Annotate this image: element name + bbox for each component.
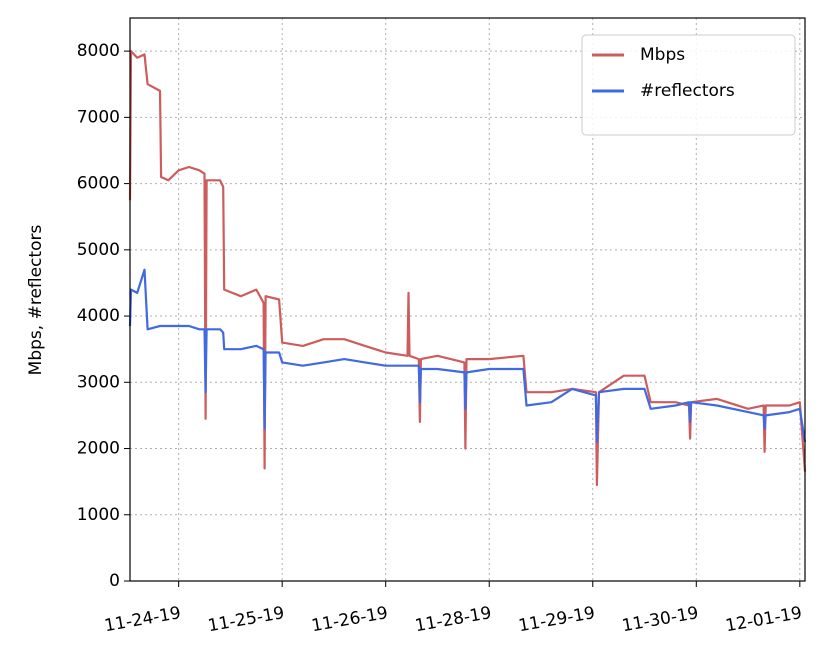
x-tick-label: 12-01-19	[724, 603, 803, 636]
legend-box	[581, 34, 796, 136]
y-tick-label: 8000	[77, 41, 120, 61]
y-tick-label: 2000	[77, 439, 120, 459]
x-tick-label: 11-30-19	[621, 603, 700, 636]
legend-label: #reflectors	[640, 81, 735, 101]
legend: Mbps #reflectors	[581, 34, 796, 136]
x-tick-label: 11-24-19	[103, 603, 182, 636]
y-tick-label: 3000	[77, 372, 120, 392]
y-tick-label: 0	[109, 571, 120, 591]
legend-label: Mbps	[640, 45, 685, 65]
data-line	[128, 268, 807, 443]
y-tick-label: 6000	[77, 174, 120, 194]
x-tick-label: 11-25-19	[206, 603, 285, 636]
y-tick-label: 1000	[77, 505, 120, 525]
x-tick-label: 11-28-19	[414, 603, 493, 636]
x-tick-label: 11-26-19	[310, 603, 389, 636]
data-line	[128, 49, 807, 487]
y-tick-label: 4000	[77, 306, 120, 326]
y-tick-label: 7000	[77, 107, 120, 127]
y-tick-label: 5000	[77, 240, 120, 260]
plot-frame	[129, 17, 806, 582]
x-tick-label: 11-29-19	[517, 603, 596, 636]
y-axis-label: Mbps, #reflectors	[26, 225, 46, 376]
